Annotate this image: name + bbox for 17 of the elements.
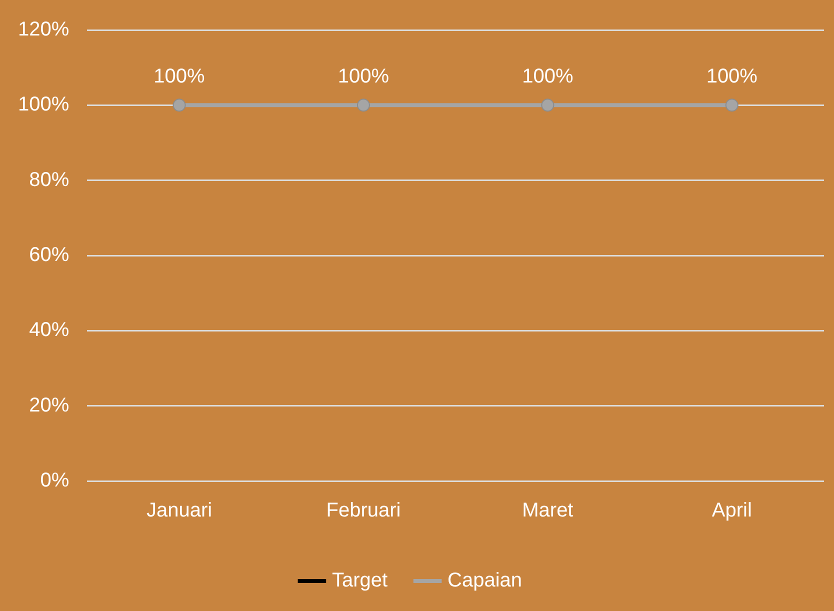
data-label: 100%: [154, 66, 206, 88]
legend-label: Capaian: [448, 570, 522, 592]
y-tick-label: 0%: [40, 470, 70, 492]
y-tick-label: 60%: [29, 244, 70, 266]
y-tick-label: 100%: [18, 94, 70, 116]
y-tick-label: 80%: [29, 168, 70, 191]
legend-label: Target: [332, 570, 388, 592]
x-tick-label: Februari: [326, 500, 401, 522]
y-tick-label: 120%: [18, 18, 70, 41]
y-tick-label: 20%: [29, 394, 70, 416]
data-label: 100%: [522, 66, 574, 88]
x-tick-label: Maret: [522, 500, 574, 522]
y-tick-label: 40%: [29, 319, 70, 342]
data-label: 100%: [338, 66, 390, 88]
data-label: 100%: [706, 66, 758, 88]
x-tick-label: Januari: [146, 500, 212, 522]
x-tick-label: April: [712, 500, 752, 522]
